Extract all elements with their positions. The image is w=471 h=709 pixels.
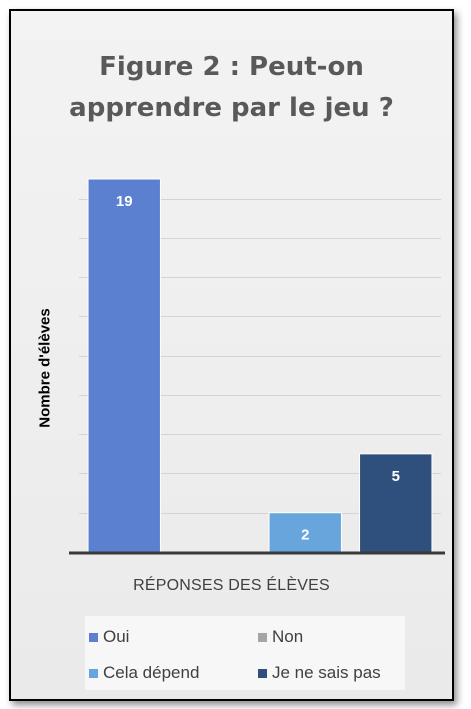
legend-swatch-je-ne-sais-pas (258, 668, 267, 678)
data-label: 19 (116, 193, 133, 210)
x-axis-label: RÉPONSES DES ÉLÈVES (133, 577, 330, 594)
chart-legend: Oui Non Cela dépend Je ne sais pas (85, 616, 405, 690)
y-axis-label: Nombre d'élèves (36, 308, 54, 428)
data-label: 5 (392, 468, 400, 485)
bar-je-ne-sais-pas (359, 453, 433, 553)
bar-oui (87, 178, 161, 553)
chart-frame: Figure 2 : Peut-on apprendre par le jeu … (9, 9, 454, 701)
legend-item-non: Non (258, 627, 303, 647)
legend-label-cela-depend: Cela dépend (103, 663, 200, 682)
legend-swatch-non (258, 632, 267, 642)
legend-swatch-oui (89, 632, 98, 642)
chart-title: Figure 2 : Peut-on apprendre par le jeu … (11, 47, 452, 129)
chart-title-line-1: Figure 2 : Peut-on (99, 52, 364, 82)
legend-label-non: Non (272, 627, 304, 646)
legend-item-oui: Oui (89, 627, 129, 647)
legend-label-oui: Oui (103, 627, 130, 646)
chart-title-line-2: apprendre par le jeu ? (69, 93, 394, 123)
legend-item-cela-depend: Cela dépend (89, 663, 199, 683)
legend-item-je-ne-sais-pas: Je ne sais pas (258, 663, 381, 683)
legend-swatch-cela-depend (89, 668, 98, 678)
legend-label-je-ne-sais-pas: Je ne sais pas (272, 663, 381, 682)
data-label: 2 (301, 527, 309, 544)
bar-cela-dépend (268, 512, 342, 553)
